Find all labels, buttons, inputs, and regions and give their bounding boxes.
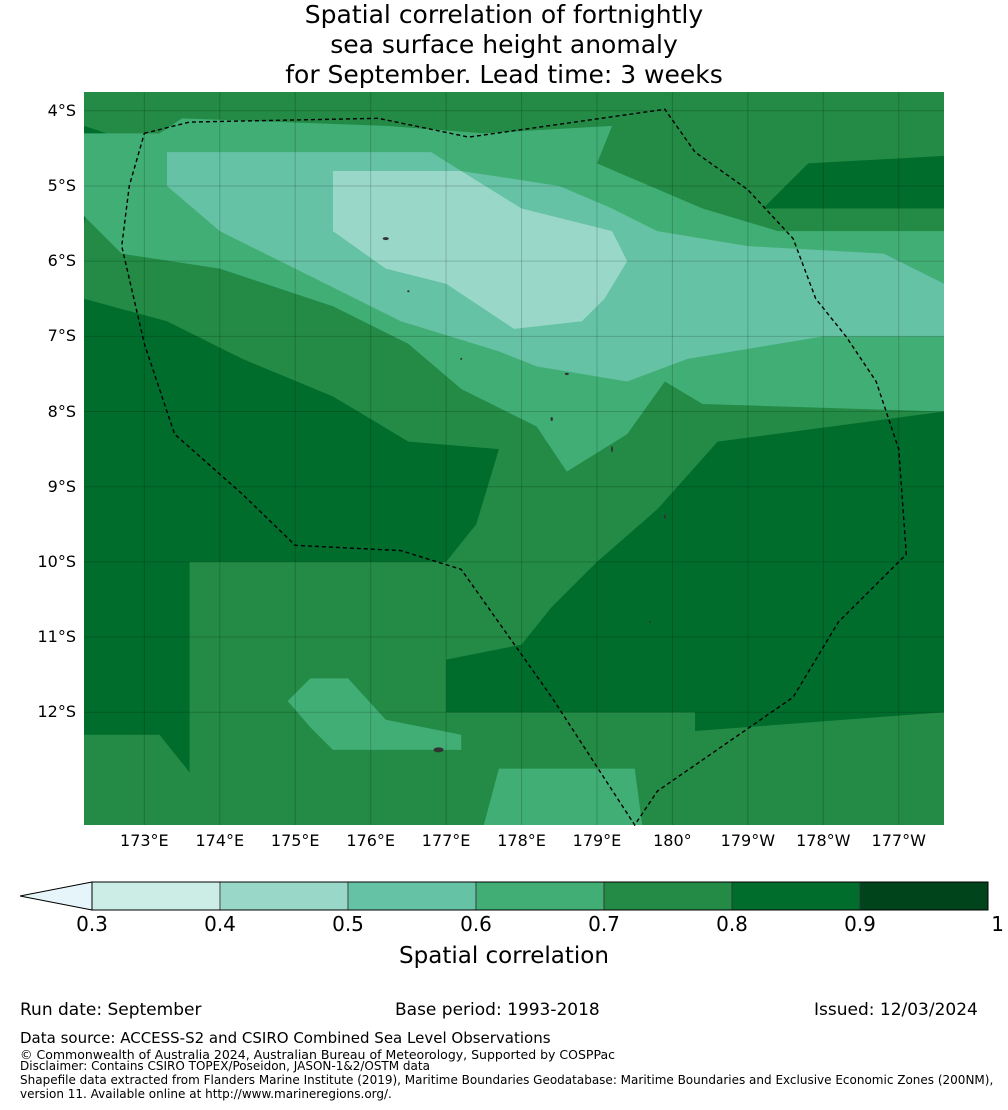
colorbar-tick-label: 0.4 [204,912,236,936]
colorbar-extend [19,881,93,911]
lon-label: 178°W [796,831,851,850]
data-source: Data source: ACCESS-S2 and CSIRO Combine… [20,1029,551,1047]
colorbar-tick-label: 0.9 [844,912,876,936]
lon-label: 180° [653,831,692,850]
lon-label: 177°W [871,831,926,850]
colorbar [19,881,989,911]
colorbar-tick-label: 0.8 [716,912,748,936]
colorbar-segment [603,881,733,911]
lon-label: 179°W [720,831,776,850]
run-date: Run date: September [20,1000,202,1020]
lon-label: 178°E [497,831,546,850]
island-9 [433,747,444,753]
island-5 [550,417,553,422]
island-3 [460,357,463,360]
colorbar-tick-label: 0.3 [76,912,108,936]
chart-title: Spatial correlation of fortnightly sea s… [0,0,1008,90]
region-0.6-0.7-south [287,678,462,750]
lon-label: 174°E [195,831,245,850]
lat-label: 8°S [47,401,76,421]
lat-label: 11°S [37,627,76,647]
lat-label: 9°S [47,476,76,496]
lon-label: 173°E [120,831,169,850]
lat-label: 6°S [47,251,76,271]
colorbar-tick-label: 0.7 [588,912,620,936]
island-7 [663,514,666,519]
region-0.6-0.7-southeast [483,768,643,825]
lon-label: 175°E [270,831,320,850]
island-1 [382,237,389,241]
title-line-2: sea surface height anomaly [330,30,678,59]
issued-date: Issued: 12/03/2024 [814,1000,978,1020]
colorbar-segment [475,881,605,911]
island-2 [407,290,410,293]
lat-label: 5°S [47,175,76,195]
colorbar-tick-label: 0.5 [332,912,364,936]
shapefile-credit-1: Shapefile data extracted from Flanders M… [20,1073,994,1087]
eez-boundary [121,108,908,827]
colorbar-segment [91,881,221,911]
lat-label: 4°S [47,100,76,120]
lat-label: 12°S [37,702,76,722]
island-8 [648,621,651,624]
colorbar-segment [347,881,477,911]
lat-label: 10°S [37,551,76,571]
island-4 [564,372,569,376]
region-0.4-0.5 [332,170,628,329]
lat-label: 7°S [47,326,76,346]
lon-label: 176°E [346,831,395,850]
colorbar-frame [91,881,989,911]
shapefile-credit-2: version 11. Available online at http://w… [20,1087,392,1101]
base-period: Base period: 1993-2018 [395,1000,600,1020]
disclaimer: Disclaimer: Contains CSIRO TOPEX/Poseido… [20,1059,430,1073]
colorbar-tick-label: 1 [991,912,1004,936]
copyright: © Commonwealth of Australia 2024, Austra… [20,1047,615,1062]
lon-label: 177°E [421,831,471,850]
title-line-3: for September. Lead time: 3 weeks [285,60,723,89]
correlation-map [84,92,945,827]
island-6 [611,446,614,453]
colorbar-segment [859,881,989,911]
colorbar-segment [731,881,861,911]
colorbar-label: Spatial correlation [399,943,609,969]
title-line-1: Spatial correlation of fortnightly [304,0,704,29]
colorbar-tick-label: 0.6 [460,912,492,936]
lon-label: 179°E [572,831,622,850]
colorbar-segment [219,881,349,911]
